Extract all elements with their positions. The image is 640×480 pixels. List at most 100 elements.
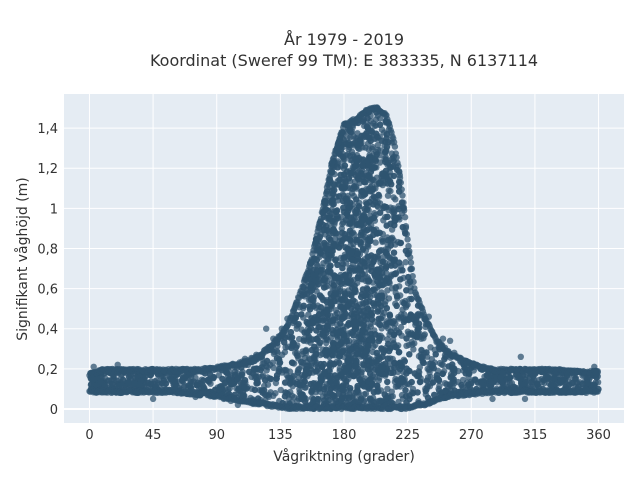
data-point (389, 393, 396, 400)
data-point (373, 174, 381, 181)
data-point (370, 389, 378, 396)
data-point (329, 345, 337, 352)
data-point (390, 331, 398, 339)
data-point (345, 394, 353, 401)
data-point (383, 305, 390, 312)
data-point (301, 329, 308, 336)
data-point (377, 397, 384, 404)
data-point (384, 378, 391, 386)
data-point (351, 282, 358, 289)
data-point (288, 334, 296, 341)
data-point (384, 355, 391, 362)
data-point (331, 228, 338, 235)
data-point (420, 359, 427, 366)
data-point (329, 391, 336, 398)
data-point (136, 381, 143, 388)
data-point (229, 380, 236, 388)
data-point (379, 258, 386, 265)
data-point (144, 379, 152, 386)
data-point (105, 377, 112, 384)
data-point (312, 368, 320, 375)
data-point (356, 266, 363, 273)
data-point (270, 392, 277, 399)
data-point (367, 174, 374, 181)
data-point (450, 369, 458, 377)
data-point (518, 381, 526, 388)
data-point (223, 369, 231, 376)
data-point (382, 138, 389, 146)
data-point (367, 376, 374, 383)
data-point (320, 386, 328, 393)
data-point (393, 377, 401, 384)
data-point (372, 157, 379, 164)
data-point (351, 183, 358, 190)
data-point (390, 318, 397, 325)
data-point (324, 314, 331, 321)
data-point (579, 380, 586, 387)
data-point (414, 389, 421, 396)
data-point (327, 168, 334, 175)
data-point (353, 236, 360, 243)
data-point (354, 274, 361, 282)
data-point (345, 175, 353, 182)
data-point (391, 143, 399, 150)
data-point (344, 303, 351, 310)
data-point (131, 379, 138, 387)
data-point (339, 264, 346, 272)
data-point (407, 259, 415, 266)
data-point (384, 180, 391, 187)
data-point (319, 330, 326, 337)
data-point (340, 382, 347, 389)
data-point (350, 332, 357, 339)
data-point (405, 242, 412, 250)
data-point (365, 357, 372, 364)
data-point (348, 249, 355, 257)
data-point (307, 325, 315, 332)
data-point (251, 366, 258, 373)
data-point (325, 234, 332, 242)
data-point (398, 186, 405, 193)
data-point (565, 381, 573, 389)
data-point (551, 374, 558, 381)
data-point (384, 237, 392, 244)
data-point (451, 365, 458, 372)
data-point (234, 375, 242, 382)
data-point (391, 359, 398, 367)
data-point (335, 341, 342, 349)
data-point (326, 172, 333, 180)
data-point (310, 297, 317, 304)
data-point (354, 382, 361, 390)
data-point (205, 377, 212, 384)
data-point (396, 259, 403, 266)
data-point (354, 250, 362, 257)
data-point (326, 246, 333, 253)
data-point (376, 292, 383, 300)
data-point (303, 318, 310, 326)
data-point (362, 349, 369, 356)
data-point (246, 368, 253, 375)
data-point (403, 287, 410, 294)
data-point (354, 255, 362, 262)
data-point (408, 378, 415, 386)
data-point (368, 183, 376, 190)
data-point (373, 151, 380, 158)
data-point (305, 333, 312, 340)
data-point (391, 222, 398, 229)
data-point (369, 300, 377, 307)
data-point (366, 395, 374, 402)
data-point (364, 366, 372, 373)
data-point (320, 270, 327, 277)
data-point (478, 378, 485, 385)
data-point (345, 371, 352, 378)
data-point (339, 154, 347, 161)
data-point (433, 375, 441, 382)
data-point (372, 239, 379, 246)
data-point (373, 360, 380, 367)
data-point (97, 378, 105, 385)
data-point (340, 254, 347, 262)
data-point (327, 290, 334, 297)
data-point (465, 381, 472, 388)
data-point (359, 162, 366, 169)
data-point (374, 141, 382, 149)
